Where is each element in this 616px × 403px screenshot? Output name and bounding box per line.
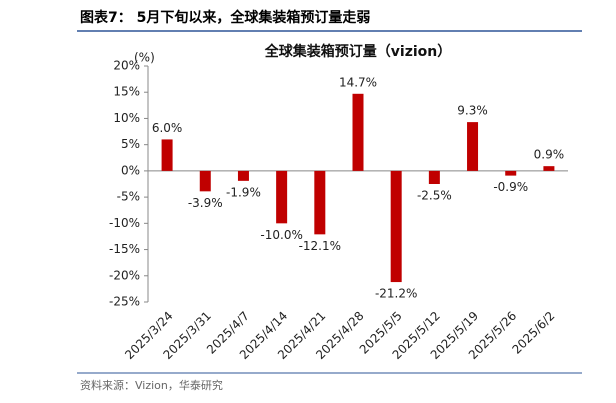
header: 图表7： 5月下旬以来，全球集装箱预订量走弱 (80, 9, 370, 26)
bar (314, 170, 326, 235)
y-tick-label: 15% (113, 85, 140, 99)
y-tick-label: 0% (121, 163, 140, 177)
y-tick-label: 5% (121, 137, 140, 151)
chart-title: 全球集装箱预订量（vizion） (264, 43, 451, 60)
value-label: -21.2% (375, 287, 417, 301)
value-label: 9.3% (457, 104, 488, 118)
bar (543, 166, 555, 171)
y-unit: (%) (134, 51, 155, 65)
y-tick-label: -20% (109, 268, 140, 282)
value-label: -10.0% (260, 228, 302, 242)
value-label: -12.1% (299, 239, 341, 253)
bar (428, 170, 440, 184)
x-tick-label: 2025/6/2 (509, 309, 557, 357)
bar (276, 170, 288, 224)
bar (199, 170, 211, 192)
source: 资料来源：Vizion，华泰研究 (80, 378, 223, 392)
y-tick-label: 20% (113, 59, 140, 73)
bar (161, 139, 173, 171)
value-label: 0.9% (534, 148, 565, 162)
bar (352, 93, 364, 171)
value-label: 14.7% (339, 75, 377, 89)
y-tick-label: -25% (109, 295, 140, 309)
value-label: -0.9% (493, 180, 528, 194)
bar (505, 170, 517, 176)
value-label: -1.9% (226, 185, 261, 199)
y-tick-label: 10% (113, 111, 140, 125)
bar (390, 170, 402, 283)
value-label: 6.0% (152, 121, 183, 135)
y-tick-label: -15% (109, 242, 140, 256)
bar (467, 122, 479, 171)
y-tick-label: -5% (117, 190, 140, 204)
y-tick-label: -10% (109, 216, 140, 230)
value-label: -2.5% (417, 189, 452, 203)
bar (237, 170, 249, 181)
value-label: -3.9% (188, 196, 223, 210)
